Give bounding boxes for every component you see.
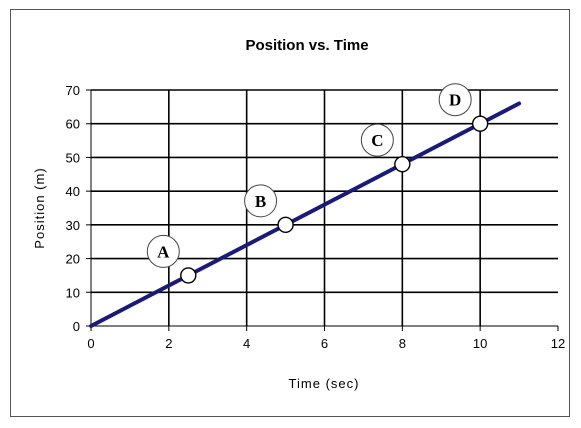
x-tick-label: 10 <box>473 336 487 351</box>
y-tick-label: 60 <box>66 117 80 132</box>
x-tick-label: 6 <box>321 336 328 351</box>
y-tick-label: 10 <box>66 285 80 300</box>
point-label-bubble <box>360 123 394 157</box>
x-tick-label: 0 <box>87 336 94 351</box>
y-tick-labels: 0 10 20 30 40 50 60 70 <box>66 83 80 334</box>
series-line <box>89 101 522 328</box>
series-layer <box>89 101 522 328</box>
y-axis-label: Position (m) <box>32 167 47 248</box>
y-tick-label: 40 <box>66 184 80 199</box>
x-tick-label: 2 <box>165 336 172 351</box>
point-label: A <box>157 242 170 261</box>
point-label-bubble <box>146 234 180 268</box>
x-axis-label: Time (sec) <box>289 376 360 391</box>
y-tick-label: 0 <box>73 319 80 334</box>
y-tick-label: 20 <box>66 252 80 267</box>
x-tick-label: 12 <box>551 336 565 351</box>
y-tick-label: 50 <box>66 150 80 165</box>
chart-frame <box>10 9 570 417</box>
chart-title: Position vs. Time <box>245 37 368 54</box>
y-tick-label: 30 <box>66 218 80 233</box>
point-marker <box>394 155 411 173</box>
point-label: C <box>371 131 383 150</box>
labeled-points: A B C D <box>146 83 489 284</box>
point-marker <box>277 216 294 234</box>
point-marker <box>471 115 489 132</box>
point-label: B <box>255 192 266 211</box>
point-marker <box>180 267 197 284</box>
x-tick-label: 8 <box>399 336 406 351</box>
x-tick-labels: 0 2 4 6 8 10 12 <box>87 336 565 351</box>
point-label-bubble <box>244 184 278 218</box>
point-label: D <box>449 91 461 110</box>
y-tick-label: 70 <box>66 83 80 98</box>
point-label-bubble <box>438 83 472 117</box>
x-tick-label: 4 <box>243 336 250 351</box>
